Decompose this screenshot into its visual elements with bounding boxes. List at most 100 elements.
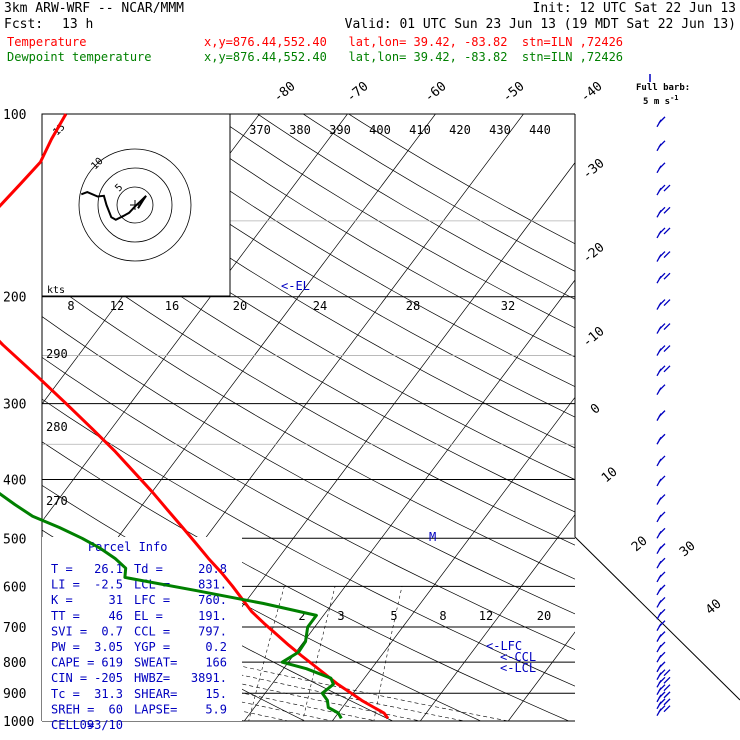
theta-label: 440 (529, 123, 551, 137)
wind-barb-flag (658, 116, 666, 124)
temperature-tick-label: 0 (588, 401, 604, 418)
parcel-value: 60 (109, 702, 123, 716)
theta-label: 420 (449, 123, 471, 137)
theta-label: 370 (249, 123, 271, 137)
hodograph-units-label: kts (47, 285, 65, 296)
parcel-value: 191. (198, 609, 227, 623)
hodograph-speed-label: 28 (406, 299, 420, 313)
lcl-annotation: <-LCL (500, 661, 536, 675)
parcel-value: -2.5 (94, 578, 123, 592)
temperature-legend: Temperature (7, 35, 87, 49)
parcel-value: 0.7 (101, 624, 123, 638)
parcel-label: EL = (134, 609, 163, 623)
wind-barb-flag (658, 494, 666, 502)
parcel-label: CELL = (51, 718, 94, 732)
forecast-hour: 13 h (62, 17, 94, 32)
parcel-value: 797. (198, 624, 227, 638)
wind-barb-flag (658, 698, 666, 706)
hodograph-speed-label: 32 (501, 299, 515, 313)
parcel-value: 619 (101, 656, 123, 670)
wind-barb-flag (658, 596, 666, 604)
dry-adiabat-line (211, 114, 575, 329)
valid-time: Valid: 01 UTC Sun 23 Jun 13 (19 MDT Sat … (344, 17, 736, 32)
wind-barb-flag (658, 251, 666, 258)
hodograph-speed-label: 8 (67, 299, 74, 313)
theta-label: 410 (409, 123, 431, 137)
wind-barb-flag (658, 433, 666, 441)
temperature-tick-label: -30 (580, 156, 608, 183)
wind-barb-flag (658, 641, 666, 649)
wind-barb-flag (658, 620, 666, 628)
parcel-value: 166 (205, 656, 227, 670)
temperature-tick-label: -10 (580, 324, 608, 351)
model-title: 3km ARW-WRF -- NCAR/MMM (4, 1, 185, 16)
wind-barb-flag (663, 684, 671, 692)
pressure-tick-label: 400 (3, 473, 26, 488)
wind-barb-flag (658, 669, 666, 677)
wind-barb-flag (663, 365, 671, 373)
theta-label: 430 (489, 123, 511, 137)
wind-barb-flag (658, 455, 666, 463)
temperature-tick-label: -50 (500, 79, 528, 106)
mixing-ratio-label: 3 (337, 609, 344, 623)
mixing-ratio-label: 5 (390, 609, 397, 623)
parcel-value: 3891. (191, 671, 227, 685)
dewpoint-profile (0, 492, 343, 720)
parcel-label: SHEAR= (134, 687, 177, 701)
dry-adiabat-line (42, 316, 575, 615)
pressure-tick-label: 100 (3, 108, 26, 123)
parcel-info-box (42, 537, 242, 721)
wind-barb-flag (663, 299, 671, 307)
mixing-ratio-label: 12 (479, 609, 493, 623)
wind-barb-flag (663, 251, 671, 258)
hodograph-speed-label: 24 (313, 299, 327, 313)
parcel-value: -205 (94, 671, 123, 685)
isotherm-line (42, 114, 348, 522)
temperature-tick-label: 20 (629, 534, 651, 556)
parcel-label: SVI = (51, 624, 87, 638)
temperature-tick-label: 30 (677, 539, 699, 561)
dry-adiabat-line (257, 114, 575, 300)
lfc-annotation: <-LFC (486, 639, 522, 653)
ccl-annotation: <-CCL (500, 650, 536, 664)
el-annotation: <-EL (281, 279, 310, 293)
pressure-tick-label: 1000 (3, 715, 34, 730)
hodograph-ring (116, 186, 154, 224)
theta-label: 270 (46, 494, 68, 508)
temperature-tick-label: -40 (578, 79, 606, 106)
dry-adiabat-line (120, 114, 575, 388)
wind-barb-flag (658, 705, 666, 713)
wind-barb-flag (658, 410, 666, 418)
temperature-tick-label: -80 (271, 79, 299, 106)
wind-barb-flag (658, 608, 666, 616)
temperature-tick-label: -20 (580, 240, 608, 267)
theta-label: 400 (369, 123, 391, 137)
wind-barb-flag (658, 511, 666, 519)
wind-barb-flag (658, 676, 666, 684)
hodograph-speed-label: 16 (165, 299, 179, 313)
wind-barb-flag (658, 651, 666, 659)
parcel-label: SREH = (51, 702, 94, 716)
hodograph-speed-label: 20 (233, 299, 247, 313)
wind-barb-flag (663, 676, 671, 684)
hodograph-speed-label: 12 (110, 299, 124, 313)
wind-barb-flag (658, 661, 666, 669)
wind-barb-flag (663, 323, 671, 331)
dry-adiabat-line (302, 114, 575, 272)
parcel-value: 31 (109, 593, 123, 607)
wind-barb-flag (663, 227, 671, 235)
temperature-tick-label: 40 (703, 597, 725, 619)
parcel-value: 26.1 (94, 562, 123, 576)
temperature-profile (0, 113, 390, 720)
wind-barb-flag (663, 669, 671, 677)
parcel-value: 46 (109, 609, 123, 623)
wind-barb-flag (663, 206, 671, 214)
parcel-label: PW = (51, 640, 80, 654)
init-time: Init: 12 UTC Sat 22 Jun 13 (532, 1, 737, 16)
dry-adiabat-line (42, 236, 575, 546)
wind-barb-flag (658, 345, 666, 353)
parcel-info-title: Parcel Info (88, 540, 167, 554)
wind-barb-flag (658, 384, 666, 392)
mixing-ratio-line (302, 586, 336, 721)
